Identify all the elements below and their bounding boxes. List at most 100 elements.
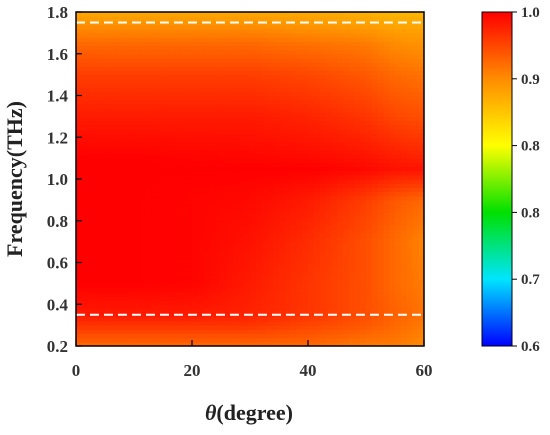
- heatmap-cell: [296, 120, 303, 126]
- heatmap-cell: [284, 174, 292, 180]
- heatmap-cell: [308, 120, 315, 126]
- heatmap-cell: [296, 295, 303, 301]
- heatmap-cell: [244, 174, 251, 180]
- heatmap-cell: [273, 183, 280, 188]
- heatmap-cell: [145, 145, 152, 151]
- heatmap-cell: [209, 241, 216, 247]
- heatmap-cell: [250, 337, 257, 343]
- heatmap-cell: [128, 233, 135, 239]
- heatmap-cell: [250, 279, 257, 284]
- heatmap-cell: [87, 170, 94, 176]
- heatmap-cell: [221, 291, 228, 297]
- heatmap-cell: [250, 166, 257, 172]
- heatmap-cell: [226, 208, 234, 213]
- heatmap-cell: [319, 237, 326, 243]
- heatmap-cell: [186, 170, 193, 176]
- heatmap-cell: [203, 32, 210, 38]
- heatmap-cell: [209, 312, 216, 318]
- heatmap-cell: [308, 66, 315, 72]
- heatmap-cell: [371, 174, 379, 180]
- heatmap-cell: [232, 204, 239, 209]
- heatmap-cell: [215, 237, 222, 243]
- heatmap-cell: [290, 49, 297, 55]
- heatmap-cell: [93, 187, 100, 193]
- heatmap-cell: [76, 258, 83, 264]
- heatmap-cell: [366, 179, 373, 184]
- heatmap-cell: [197, 270, 205, 276]
- heatmap-cell: [273, 153, 280, 159]
- heatmap-cell: [209, 287, 216, 293]
- heatmap-cell: [163, 45, 170, 51]
- heatmap-cell: [110, 283, 118, 289]
- heatmap-cell: [87, 316, 94, 322]
- heatmap-cell: [244, 279, 251, 284]
- heatmap-cell: [197, 162, 205, 168]
- heatmap-cell: [360, 220, 367, 226]
- heatmap-cell: [267, 91, 274, 97]
- heatmap-cell: [81, 124, 89, 130]
- heatmap-cell: [244, 191, 251, 197]
- heatmap-cell: [116, 162, 123, 168]
- heatmap-cell: [331, 41, 338, 47]
- heatmap-cell: [186, 162, 193, 168]
- heatmap-cell: [389, 153, 396, 159]
- heatmap-cell: [319, 304, 326, 310]
- colorbar-tick-label: 1.0: [521, 5, 540, 21]
- heatmap-cell: [319, 212, 326, 218]
- heatmap-cell: [389, 283, 396, 289]
- heatmap-cell: [238, 137, 245, 143]
- heatmap-cell: [377, 300, 384, 305]
- heatmap-cell: [180, 124, 187, 130]
- heatmap-cell: [296, 82, 303, 88]
- heatmap-cell: [377, 266, 384, 272]
- heatmap-cell: [308, 145, 315, 151]
- heatmap-cell: [244, 108, 251, 113]
- heatmap-cell: [412, 82, 419, 88]
- heatmap-cell: [87, 337, 94, 343]
- heatmap-cell: [395, 308, 402, 314]
- heatmap-cell: [215, 337, 222, 343]
- heatmap-cell: [163, 141, 170, 147]
- heatmap-cell: [308, 41, 315, 47]
- heatmap-cell: [255, 145, 263, 151]
- heatmap-cell: [255, 245, 263, 251]
- heatmap-cell: [395, 195, 402, 201]
- heatmap-cell: [377, 212, 384, 218]
- heatmap-cell: [255, 153, 263, 159]
- heatmap-cell: [400, 224, 408, 230]
- heatmap-cell: [163, 53, 170, 59]
- heatmap-cell: [366, 212, 373, 218]
- heatmap-cell: [151, 254, 158, 259]
- heatmap-cell: [360, 57, 367, 63]
- heatmap-cell: [273, 295, 280, 301]
- heatmap-cell: [279, 74, 286, 80]
- heatmap-cell: [406, 133, 413, 138]
- heatmap-cell: [238, 295, 245, 301]
- heatmap-cell: [174, 195, 181, 201]
- heatmap-cell: [186, 153, 193, 159]
- heatmap-cell: [174, 57, 181, 63]
- heatmap-cell: [151, 103, 158, 109]
- heatmap-cell: [232, 295, 239, 301]
- heatmap-cell: [308, 87, 315, 92]
- heatmap-cell: [337, 112, 344, 117]
- heatmap-cell: [290, 16, 297, 21]
- heatmap-cell: [389, 158, 396, 163]
- heatmap-cell: [192, 87, 199, 92]
- heatmap-cell: [406, 158, 413, 163]
- heatmap-cell: [134, 128, 141, 134]
- heatmap-cell: [105, 53, 112, 59]
- heatmap-cell: [232, 220, 239, 226]
- heatmap-cell: [226, 41, 234, 47]
- heatmap-cell: [261, 128, 268, 134]
- heatmap-cell: [383, 283, 390, 289]
- heatmap-cell: [99, 166, 106, 172]
- heatmap-cell: [279, 325, 286, 330]
- heatmap-cell: [151, 37, 158, 42]
- heatmap-cell: [342, 216, 350, 222]
- heatmap-cell: [342, 145, 350, 151]
- heatmap-cell: [209, 237, 216, 243]
- heatmap-cell: [134, 124, 141, 130]
- heatmap-cell: [110, 183, 118, 188]
- heatmap-cell: [302, 24, 309, 30]
